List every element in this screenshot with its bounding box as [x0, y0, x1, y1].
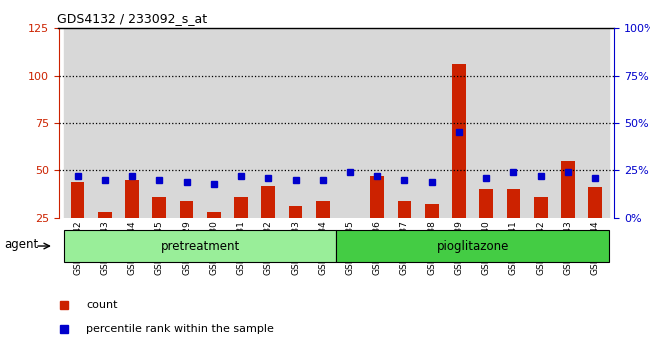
Bar [418, 28, 445, 218]
Bar [370, 176, 384, 265]
Bar [473, 28, 500, 218]
Bar [391, 28, 418, 218]
Bar [534, 197, 547, 265]
Text: GDS4132 / 233092_s_at: GDS4132 / 233092_s_at [57, 12, 207, 25]
Bar [200, 28, 227, 218]
Bar [64, 28, 91, 218]
Bar [91, 28, 118, 218]
Bar [261, 185, 275, 265]
Bar [452, 64, 466, 265]
Bar [227, 28, 255, 218]
Bar [363, 28, 391, 218]
Bar [425, 205, 439, 265]
Bar [337, 230, 609, 262]
Bar [500, 28, 527, 218]
Bar [234, 197, 248, 265]
Text: pioglitazone: pioglitazone [436, 240, 509, 252]
Bar [527, 28, 554, 218]
Bar [289, 206, 302, 265]
Bar [146, 28, 173, 218]
Bar [445, 28, 473, 218]
Text: count: count [86, 300, 118, 310]
Bar [561, 161, 575, 265]
Bar [153, 197, 166, 265]
Bar [316, 201, 330, 265]
Text: pretreatment: pretreatment [161, 240, 240, 252]
Bar [64, 230, 337, 262]
Bar [309, 28, 337, 218]
Text: agent: agent [5, 238, 39, 251]
Text: percentile rank within the sample: percentile rank within the sample [86, 324, 274, 333]
Bar [337, 28, 363, 218]
Bar [125, 180, 139, 265]
Bar [506, 189, 520, 265]
Bar [173, 28, 200, 218]
Bar [118, 28, 146, 218]
Bar [582, 28, 609, 218]
Bar [480, 189, 493, 265]
Bar [207, 212, 220, 265]
Bar [71, 182, 84, 265]
Bar [282, 28, 309, 218]
Bar [588, 187, 602, 265]
Bar [255, 28, 282, 218]
Bar [98, 212, 112, 265]
Bar [343, 218, 357, 265]
Bar [398, 201, 411, 265]
Bar [554, 28, 582, 218]
Bar [180, 201, 193, 265]
